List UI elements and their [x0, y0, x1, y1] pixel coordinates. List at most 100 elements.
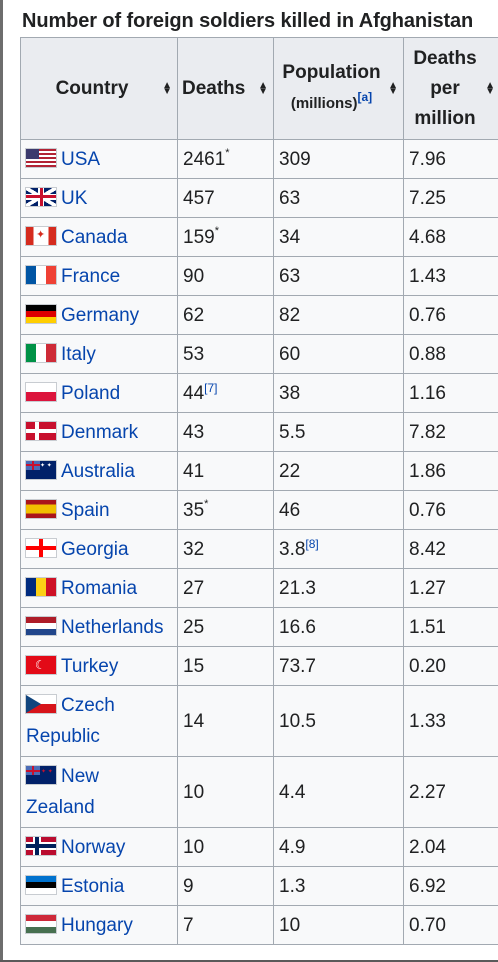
country-cell: Netherlands: [20, 607, 178, 647]
deaths-cell: 43: [177, 412, 274, 452]
georgia-flag-icon[interactable]: [26, 538, 56, 557]
deaths-cell: 10: [177, 756, 274, 828]
country-cell: Italy: [20, 334, 178, 374]
table-caption: Number of foreign soldiers killed in Afg…: [22, 10, 474, 32]
deaths-value: 35: [183, 499, 205, 521]
population-value: 63: [279, 187, 301, 209]
population-cell: 63: [273, 178, 404, 218]
country-link[interactable]: France: [61, 265, 121, 287]
population-cell: 1.3: [273, 866, 404, 906]
country-link[interactable]: Czech Republic: [26, 695, 115, 747]
hungary-flag-icon[interactable]: [26, 914, 56, 933]
country-link[interactable]: Norway: [61, 836, 126, 858]
population-value: 1.3: [279, 875, 306, 897]
deaths-per-million-cell: 0.76: [403, 490, 498, 530]
australia-flag-icon[interactable]: [26, 460, 56, 479]
canada-flag-icon[interactable]: [26, 226, 56, 245]
deaths-value: 7: [183, 914, 194, 936]
country-link[interactable]: Denmark: [61, 421, 139, 443]
deaths-per-million-cell: 4.68: [403, 217, 498, 257]
footnote-link[interactable]: [7]: [204, 380, 218, 395]
czech-flag-icon[interactable]: [26, 695, 56, 713]
column-header-unit: (millions): [290, 95, 358, 112]
country-link[interactable]: Netherlands: [61, 616, 164, 638]
country-link[interactable]: Hungary: [61, 914, 133, 936]
column-header-deaths-per-million[interactable]: Deaths per million ▲ ▼: [403, 37, 498, 140]
country-link[interactable]: Turkey: [61, 655, 119, 677]
deaths-per-million-value: 1.51: [409, 616, 446, 638]
footnote-link[interactable]: [8]: [305, 536, 319, 551]
sort-arrows-icon[interactable]: ▲ ▼: [162, 79, 172, 97]
norway-flag-icon[interactable]: [26, 836, 56, 855]
country-link[interactable]: Romania: [61, 577, 138, 599]
deaths-value: 457: [183, 187, 215, 209]
population-cell: 5.5: [273, 412, 404, 452]
country-link[interactable]: Poland: [61, 382, 121, 404]
deaths-per-million-value: 1.27: [409, 577, 446, 599]
country-link[interactable]: Spain: [61, 499, 110, 521]
poland-flag-icon[interactable]: [26, 382, 56, 401]
country-link[interactable]: USA: [61, 148, 101, 170]
table-row: Estonia 9 1.3 6.92: [20, 866, 498, 906]
deaths-per-million-value: 1.86: [409, 460, 446, 482]
column-header-population[interactable]: Population (millions)[a] ▲ ▼: [273, 37, 404, 140]
country-link[interactable]: Italy: [61, 343, 96, 365]
column-header-deaths[interactable]: Deaths ▲ ▼: [177, 37, 274, 140]
population-cell: 4.4: [273, 756, 404, 828]
estonia-flag-icon[interactable]: [26, 875, 56, 894]
country-link[interactable]: Estonia: [61, 875, 125, 897]
country-cell: Estonia: [20, 866, 178, 906]
column-header-label-line: per: [430, 77, 460, 99]
country-link[interactable]: New Zealand: [26, 766, 100, 818]
deaths-cell: 62: [177, 295, 274, 335]
deaths-value: 43: [183, 421, 205, 443]
country-link[interactable]: Germany: [61, 304, 140, 326]
population-cell: 16.6: [273, 607, 404, 647]
population-value: 16.6: [279, 616, 316, 638]
country-cell: France: [20, 256, 178, 296]
deaths-cell: 14: [177, 685, 274, 757]
sort-arrows-icon[interactable]: ▲ ▼: [388, 79, 398, 97]
denmark-flag-icon[interactable]: [26, 421, 56, 440]
country-link[interactable]: Georgia: [61, 538, 129, 560]
country-link[interactable]: Australia: [61, 460, 135, 482]
deaths-value: 62: [183, 304, 205, 326]
new-zealand-flag-icon[interactable]: [26, 766, 56, 784]
deaths-per-million-cell: 2.27: [403, 756, 498, 828]
france-flag-icon[interactable]: [26, 265, 56, 284]
country-link[interactable]: UK: [61, 187, 88, 209]
population-cell: 46: [273, 490, 404, 530]
germany-flag-icon[interactable]: [26, 304, 56, 323]
table-row: New Zealand 10 4.4 2.27: [20, 756, 498, 828]
footnote-link[interactable]: [a]: [357, 90, 373, 104]
population-value: 38: [279, 382, 301, 404]
deaths-per-million-cell: 1.43: [403, 256, 498, 296]
usa-flag-icon[interactable]: [26, 148, 56, 167]
deaths-value: 25: [183, 616, 205, 638]
deaths-value: 32: [183, 538, 205, 560]
romania-flag-icon[interactable]: [26, 577, 56, 596]
table-row: Spain 35* 46 0.76: [20, 490, 498, 530]
deaths-per-million-value: 2.04: [409, 836, 446, 858]
population-value: 10.5: [279, 710, 316, 732]
column-header-country[interactable]: Country ▲ ▼: [20, 37, 178, 140]
uk-flag-icon[interactable]: [26, 187, 56, 206]
sort-arrows-icon[interactable]: ▲ ▼: [485, 79, 495, 97]
deaths-cell: 7: [177, 905, 274, 945]
deaths-per-million-cell: 7.25: [403, 178, 498, 218]
deaths-cell: 9: [177, 866, 274, 906]
netherlands-flag-icon[interactable]: [26, 616, 56, 635]
turkey-flag-icon[interactable]: [26, 655, 56, 674]
table-row: Czech Republic 14 10.5 1.33: [20, 685, 498, 757]
country-cell: Germany: [20, 295, 178, 335]
table-row: Norway 10 4.9 2.04: [20, 827, 498, 867]
italy-flag-icon[interactable]: [26, 343, 56, 362]
table-row: Germany 62 82 0.76: [20, 295, 498, 335]
header-row: Country ▲ ▼ Deaths ▲ ▼ Population (million…: [20, 37, 498, 140]
spain-flag-icon[interactable]: [26, 499, 56, 518]
country-link[interactable]: Canada: [61, 226, 128, 248]
sort-arrows-icon[interactable]: ▲ ▼: [258, 79, 268, 97]
country-cell: Czech Republic: [20, 685, 178, 757]
deaths-cell: 457: [177, 178, 274, 218]
deaths-per-million-cell: 6.92: [403, 866, 498, 906]
